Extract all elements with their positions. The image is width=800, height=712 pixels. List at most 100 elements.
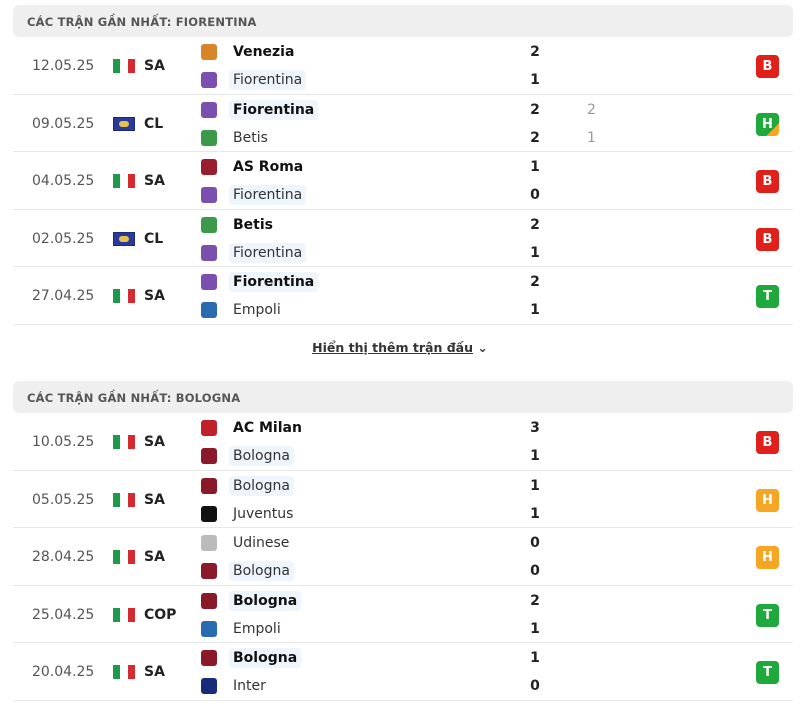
home-score: 2 bbox=[530, 274, 540, 290]
away-aggregate: 1 bbox=[587, 129, 596, 146]
match-date: 04.05.25 bbox=[32, 173, 95, 189]
result-badge: H bbox=[756, 488, 779, 512]
italy-flag-icon bbox=[113, 289, 135, 303]
match-date: 10.05.25 bbox=[32, 434, 95, 450]
match-date: 05.05.25 bbox=[32, 491, 95, 508]
league-code: SA bbox=[144, 434, 165, 450]
match-row[interactable]: 20.04.25 SA Bologna Inter 1 0 T bbox=[13, 643, 793, 701]
show-more-matches-link[interactable]: Hiển thị thêm trận đấu ⌄ bbox=[0, 340, 800, 355]
team-crest-icon bbox=[201, 274, 217, 290]
league-code: COP bbox=[144, 606, 177, 623]
team-name: Bologna bbox=[229, 475, 294, 496]
team-crest-icon bbox=[201, 101, 217, 118]
team-crest-icon bbox=[201, 129, 217, 146]
match-row[interactable]: 02.05.25 CL Betis Fiorentina 2 1 B bbox=[13, 210, 793, 267]
home-score: 1 bbox=[530, 650, 540, 666]
result-badge: T bbox=[756, 285, 779, 308]
team-away[interactable]: Betis bbox=[201, 125, 272, 151]
team-home[interactable]: Fiorentina bbox=[201, 97, 319, 123]
team-away[interactable]: Bologna bbox=[201, 558, 294, 584]
league-code: CL bbox=[144, 115, 164, 132]
team-home[interactable]: Venezia bbox=[201, 39, 298, 65]
team-home[interactable]: Udinese bbox=[201, 530, 293, 556]
team-away[interactable]: Fiorentina bbox=[201, 240, 307, 266]
italy-flag-icon bbox=[113, 435, 135, 449]
team-away[interactable]: Fiorentina bbox=[201, 67, 307, 93]
team-crest-icon bbox=[201, 592, 217, 609]
team-home[interactable]: Betis bbox=[201, 212, 277, 238]
italy-flag-icon bbox=[113, 174, 135, 188]
team-name: Fiorentina bbox=[229, 70, 307, 90]
europe-flag-icon bbox=[113, 231, 135, 246]
team-away[interactable]: Empoli bbox=[201, 297, 285, 323]
away-score: 1 bbox=[530, 302, 540, 318]
home-score: 2 bbox=[530, 101, 540, 118]
match-row[interactable]: 10.05.25 SA AC Milan Bologna 3 1 B bbox=[13, 413, 793, 471]
away-score: 0 bbox=[530, 563, 540, 579]
team-name: Fiorentina bbox=[229, 272, 319, 292]
match-date: 02.05.25 bbox=[32, 230, 95, 247]
team-name: Venezia bbox=[233, 44, 295, 60]
away-score: 0 bbox=[530, 187, 540, 203]
match-row[interactable]: 25.04.25 COP Bologna Empoli 2 1 T bbox=[13, 586, 793, 643]
away-score: 1 bbox=[530, 620, 540, 637]
result-badge: B bbox=[756, 431, 779, 454]
team-crest-icon bbox=[201, 44, 217, 60]
team-away[interactable]: Inter bbox=[201, 673, 270, 699]
team-crest-icon bbox=[201, 302, 217, 318]
match-row[interactable]: 28.04.25 SA Udinese Bologna 0 0 H bbox=[13, 528, 793, 586]
home-score: 0 bbox=[530, 535, 540, 551]
team-name: Udinese bbox=[233, 535, 290, 551]
italy-flag-icon bbox=[113, 59, 135, 73]
team-away[interactable]: Juventus bbox=[201, 501, 297, 527]
home-score: 2 bbox=[530, 44, 540, 60]
team-home[interactable]: Fiorentina bbox=[201, 269, 319, 295]
match-date: 09.05.25 bbox=[32, 115, 95, 132]
match-row[interactable]: 04.05.25 SA AS Roma Fiorentina 1 0 B bbox=[13, 152, 793, 210]
team-away[interactable]: Fiorentina bbox=[201, 182, 307, 208]
league-code: SA bbox=[144, 549, 165, 565]
team-name: AS Roma bbox=[233, 159, 304, 175]
fiorentina-recent-matches: CÁC TRẬN GẦN NHẤT: FIORENTINA 12.05.25 SA… bbox=[13, 5, 793, 325]
match-row[interactable]: 12.05.25 SA Venezia Fiorentina 2 1 B bbox=[13, 37, 793, 95]
home-score: 3 bbox=[530, 420, 540, 436]
team-crest-icon bbox=[201, 244, 217, 261]
away-score: 1 bbox=[530, 448, 540, 464]
team-crest-icon bbox=[201, 420, 217, 436]
section-header: CÁC TRẬN GẦN NHẤT: BOLOGNA bbox=[13, 381, 793, 413]
team-home[interactable]: AC Milan bbox=[201, 415, 306, 441]
team-name: Bologna bbox=[229, 446, 294, 466]
section-header: CÁC TRẬN GẦN NHẤT: FIORENTINA bbox=[13, 5, 793, 37]
team-name: Empoli bbox=[233, 620, 281, 637]
home-aggregate: 2 bbox=[587, 101, 596, 118]
show-more-label[interactable]: Hiển thị thêm trận đấu bbox=[312, 340, 473, 355]
match-row[interactable]: 27.04.25 SA Fiorentina Empoli 2 1 T bbox=[13, 267, 793, 325]
team-away[interactable]: Bologna bbox=[201, 443, 294, 469]
team-crest-icon bbox=[201, 650, 217, 666]
team-crest-icon bbox=[201, 563, 217, 579]
match-date: 20.04.25 bbox=[32, 664, 95, 680]
team-name: Bologna bbox=[229, 590, 302, 611]
italy-flag-icon bbox=[113, 607, 135, 622]
italy-flag-icon bbox=[113, 492, 135, 507]
match-row[interactable]: 05.05.25 SA Bologna Juventus 1 1 H bbox=[13, 471, 793, 528]
team-home[interactable]: Bologna bbox=[201, 473, 294, 499]
result-badge: H bbox=[756, 112, 779, 136]
away-score: 1 bbox=[530, 244, 540, 261]
result-badge: B bbox=[756, 227, 779, 251]
match-row[interactable]: 09.05.25 CL Fiorentina Betis 2 2 2 1 H bbox=[13, 95, 793, 152]
europe-flag-icon bbox=[113, 116, 135, 131]
team-home[interactable]: AS Roma bbox=[201, 154, 307, 180]
home-score: 1 bbox=[530, 159, 540, 175]
team-away[interactable]: Empoli bbox=[201, 616, 285, 642]
team-home[interactable]: Bologna bbox=[201, 645, 302, 671]
team-name: Inter bbox=[233, 678, 266, 694]
team-home[interactable]: Bologna bbox=[201, 588, 302, 614]
match-date: 25.04.25 bbox=[32, 606, 95, 623]
home-score: 1 bbox=[530, 477, 540, 494]
league-code: SA bbox=[144, 491, 165, 508]
league-code: SA bbox=[144, 173, 165, 189]
result-badge: B bbox=[756, 170, 779, 193]
home-score: 2 bbox=[530, 592, 540, 609]
away-score: 0 bbox=[530, 678, 540, 694]
